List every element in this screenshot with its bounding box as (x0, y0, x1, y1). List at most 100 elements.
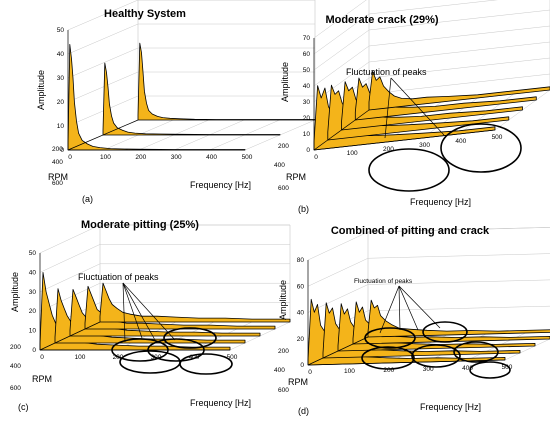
chart-title: Moderate pitting (25%) (81, 219, 199, 231)
series-group (307, 298, 550, 366)
grid-line (67, 71, 139, 103)
grid-line (67, 47, 139, 79)
y-tick-label: 400 (274, 162, 285, 169)
annotation-ellipse (111, 338, 169, 362)
y-axis-line (39, 321, 101, 351)
y-tick-label: 200 (10, 344, 21, 351)
z-tick-label: 30 (303, 99, 311, 106)
grid-line (368, 9, 550, 31)
x-tick-label: 500 (227, 354, 238, 361)
z-tick-label: 10 (57, 123, 65, 130)
x-axis-label: Frequency [Hz] (420, 402, 481, 412)
grid-line (67, 0, 139, 31)
annotation-arrow (122, 282, 156, 341)
z-tick-label: 0 (32, 347, 36, 354)
y-tick-label: 200 (52, 146, 63, 153)
panel-label: (d) (298, 406, 309, 416)
annotation-arrow (122, 282, 143, 339)
x-axis-line (307, 359, 506, 366)
annotation-ellipse (163, 327, 217, 349)
x-tick-label: 0 (68, 154, 72, 161)
y-tick-label: 200 (278, 143, 289, 150)
x-axis-label: Frequency [Hz] (190, 180, 251, 190)
annotation-ellipse (469, 361, 511, 379)
annotation-arrow (122, 282, 126, 343)
grid-line (307, 231, 369, 261)
z-tick-label: 20 (57, 99, 65, 106)
z-tick-label: 40 (303, 83, 311, 90)
z-tick-label: 50 (29, 250, 37, 257)
z-axis-label: Amplitude (10, 272, 20, 312)
x-tick-label: 0 (314, 154, 318, 161)
x-tick-label: 100 (344, 368, 355, 375)
z-axis-label: Amplitude (280, 62, 290, 102)
annotation-arrow (384, 77, 392, 139)
panel-label: (c) (18, 402, 29, 412)
annotation-arrow (398, 285, 401, 331)
z-tick-label: 80 (297, 257, 305, 264)
x-tick-label: 200 (383, 367, 394, 374)
z-axis-label: Amplitude (278, 280, 288, 320)
x-tick-label: 200 (383, 146, 394, 153)
annotation-ellipse (411, 344, 461, 368)
chart-panel-1 (313, 0, 550, 192)
grid-line (368, 25, 550, 47)
x-tick-label: 300 (151, 354, 162, 361)
z-tick-label: 10 (29, 328, 37, 335)
grid-line (368, 0, 498, 15)
x-axis-label: Frequency [Hz] (190, 398, 251, 408)
x-tick-label: 500 (502, 364, 513, 371)
grid-line (307, 258, 369, 287)
x-tick-label: 400 (455, 138, 466, 145)
z-tick-label: 0 (300, 362, 304, 369)
x-tick-label: 500 (242, 154, 253, 161)
x-tick-label: 400 (189, 354, 200, 361)
grid-line (39, 224, 101, 254)
annotation-text: Fluctuation of peaks (354, 278, 413, 285)
annotation-arrow (398, 285, 441, 329)
x-tick-label: 0 (308, 369, 312, 376)
series-slice-rpm-200 (367, 299, 550, 338)
x-tick-label: 100 (347, 150, 358, 157)
grid-line (313, 0, 367, 39)
z-tick-label: 60 (303, 51, 311, 58)
z-tick-label: 40 (29, 269, 37, 276)
annotation-ellipse (440, 123, 522, 173)
series-slice-rpm-600 (67, 44, 246, 151)
z-tick-label: 50 (303, 67, 311, 74)
x-tick-label: 300 (419, 142, 430, 149)
z-tick-label: 70 (303, 35, 311, 42)
series-group (313, 70, 550, 151)
grid-line (313, 45, 370, 87)
chart-title: Combined of pitting and crack (331, 225, 490, 237)
y-tick-label: 400 (52, 159, 63, 166)
z-tick-label: 60 (297, 283, 305, 290)
series-slice-rpm-200 (137, 42, 316, 121)
x-tick-label: 0 (40, 354, 44, 361)
annotation-arrow (379, 285, 400, 334)
x-tick-label: 100 (100, 154, 111, 161)
y-tick-label: 600 (278, 387, 289, 394)
y-axis-line (307, 336, 369, 366)
z-tick-label: 50 (57, 27, 65, 34)
y-axis-line (313, 109, 370, 151)
annotation-text: Fluctuation of peaks (78, 272, 159, 282)
y-axis-label: RPM (48, 172, 68, 182)
grid-line (367, 227, 550, 233)
grid-line (367, 305, 550, 311)
series-slice-rpm-400 (102, 62, 281, 136)
series-group (39, 272, 291, 351)
x-axis-label: Frequency [Hz] (410, 197, 471, 207)
y-tick-label: 600 (52, 180, 63, 187)
y-axis-label: RPM (286, 172, 306, 182)
grid-line (313, 13, 370, 55)
z-axis-label: Amplitude (36, 70, 46, 110)
y-tick-label: 200 (278, 348, 289, 355)
x-tick-label: 100 (75, 354, 86, 361)
chart-title: Moderate crack (29%) (325, 14, 438, 26)
y-tick-label: 600 (10, 385, 21, 392)
grid-line (368, 73, 550, 95)
z-tick-label: 40 (297, 310, 305, 317)
x-tick-label: 400 (462, 365, 473, 372)
